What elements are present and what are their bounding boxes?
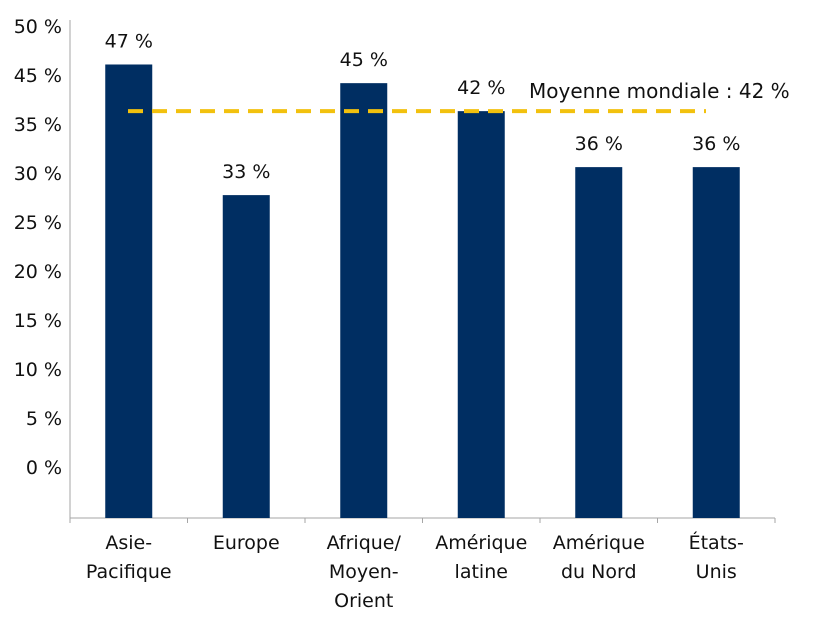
- category-label: Afrique/: [327, 532, 402, 554]
- y-tick-label: 15 %: [14, 310, 62, 332]
- data-label: 36 %: [692, 133, 740, 155]
- data-label: 45 %: [340, 49, 388, 71]
- category-label: Unis: [696, 561, 737, 583]
- y-tick-label: 0 %: [26, 457, 62, 479]
- y-tick-label: 35 %: [14, 114, 62, 136]
- category-label: latine: [455, 561, 508, 583]
- y-tick-label: 25 %: [14, 212, 62, 234]
- category-label: du Nord: [561, 561, 637, 583]
- category-label: Amérique: [553, 532, 645, 554]
- category-label: Asie-: [105, 532, 152, 554]
- average-label: Moyenne mondiale : 42 %: [529, 79, 790, 103]
- y-tick-label: 5 %: [26, 408, 62, 430]
- bar: [222, 195, 270, 519]
- bar: [692, 167, 740, 518]
- y-tick-label: 10 %: [14, 359, 62, 381]
- category-label: Europe: [213, 532, 280, 554]
- y-tick-label: 20 %: [14, 261, 62, 283]
- category-label: Moyen-: [329, 561, 399, 583]
- y-tick-label: 45 %: [14, 65, 62, 87]
- category-label: États-: [689, 531, 744, 554]
- data-label: 33 %: [222, 161, 270, 183]
- y-tick-label: 50 %: [14, 16, 62, 38]
- category-label: Amérique: [435, 532, 527, 554]
- y-tick-label: 30 %: [14, 163, 62, 185]
- category-label: Orient: [334, 590, 393, 612]
- bar: [105, 64, 153, 519]
- category-label: Pacifique: [86, 561, 172, 583]
- bar: [340, 83, 388, 519]
- data-label: 36 %: [575, 133, 623, 155]
- bar: [457, 111, 505, 518]
- bar: [575, 167, 623, 518]
- data-label: 42 %: [457, 77, 505, 99]
- data-label: 47 %: [105, 30, 153, 52]
